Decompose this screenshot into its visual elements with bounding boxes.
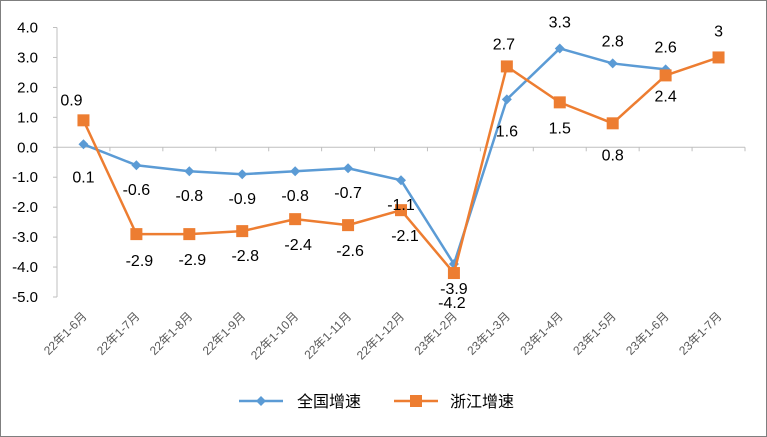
y-tick-label: -3.0	[12, 229, 38, 246]
data-label-series-1: 1.6	[496, 123, 518, 140]
legend-label-1: 全国增速	[297, 393, 361, 411]
data-label-series-1: 3.3	[549, 14, 571, 31]
data-label-series-1: -1.1	[387, 197, 415, 214]
y-tick-label: 4.0	[17, 20, 38, 37]
data-label-series-2: 1.5	[549, 120, 571, 137]
data-label-series-1: -0.6	[123, 182, 151, 199]
series-2-point	[447, 267, 460, 280]
series-2-point	[712, 51, 725, 64]
series-1-point	[290, 166, 301, 177]
series-2-point	[130, 228, 143, 241]
x-tick-label: 23年1-6月	[623, 309, 672, 358]
data-label-series-1: -0.7	[334, 185, 362, 202]
x-tick-label: 23年1-5月	[570, 309, 619, 358]
series-2-point	[659, 69, 672, 82]
data-label-series-2: -2.1	[391, 228, 419, 245]
series-1-point	[131, 160, 142, 171]
series-1-point	[501, 94, 512, 105]
legend-marker-2	[410, 395, 422, 407]
series-2-point	[289, 213, 302, 226]
x-tick-label: 22年1-12月	[354, 309, 407, 362]
x-tick-label: 22年1-6月	[41, 309, 90, 358]
legend-marker-1	[256, 396, 266, 406]
data-label-series-2: -4.2	[438, 295, 466, 312]
x-tick-label: 22年1-9月	[200, 309, 249, 358]
x-tick-label: 22年1-11月	[302, 309, 355, 362]
data-label-series-2: 3	[714, 23, 723, 40]
series-1-point	[607, 58, 618, 69]
legend-label-2: 浙江增速	[450, 393, 514, 411]
y-tick-label: 1.0	[17, 109, 38, 126]
series-1-point	[343, 163, 354, 174]
data-label-series-2: -2.4	[284, 237, 312, 254]
data-label-series-2: -2.8	[231, 248, 259, 265]
y-tick-label: -5.0	[12, 289, 38, 306]
y-tick-label: -1.0	[12, 169, 38, 186]
data-label-series-1: -3.9	[440, 281, 468, 298]
x-tick-label: 22年1-7月	[94, 309, 143, 358]
data-label-series-1: -0.9	[228, 191, 256, 208]
data-label-series-1: 2.6	[654, 39, 676, 56]
data-label-series-1: -0.8	[281, 188, 309, 205]
data-label-series-2: 0.9	[60, 92, 82, 109]
series-2-point	[77, 114, 90, 127]
data-label-series-2: -2.9	[126, 253, 154, 270]
data-label-series-2: 0.8	[602, 147, 624, 164]
x-tick-label: 23年1-2月	[411, 309, 460, 358]
y-tick-label: -4.0	[12, 259, 38, 276]
data-label-series-1: 2.8	[602, 33, 624, 50]
series-2-point	[236, 225, 249, 238]
data-label-series-1: 0.1	[72, 169, 94, 186]
x-tick-label: 22年1-10月	[248, 309, 301, 362]
data-label-series-2: 2.4	[654, 88, 676, 105]
x-tick-label: 23年1-7月	[676, 309, 725, 358]
x-tick-label: 22年1-8月	[147, 309, 196, 358]
data-label-series-2: -2.6	[336, 243, 364, 260]
series-2-point	[606, 117, 619, 130]
series-line-1	[83, 47, 666, 266]
data-label-series-2: 2.7	[493, 36, 515, 53]
x-tick-label: 23年1-3月	[464, 309, 513, 358]
y-tick-label: 2.0	[17, 79, 38, 96]
series-2-point	[342, 219, 355, 232]
series-2-point	[553, 96, 566, 109]
series-1-point	[78, 139, 89, 150]
series-2-point	[183, 228, 196, 241]
y-tick-label: 3.0	[17, 49, 38, 66]
y-tick-label: -2.0	[12, 199, 38, 216]
data-label-series-1: -0.8	[176, 188, 204, 205]
x-tick-label: 23年1-4月	[517, 309, 566, 358]
data-label-series-2: -2.9	[179, 252, 207, 269]
series-1-point	[184, 166, 195, 177]
series-1-point	[396, 175, 406, 186]
series-2-point	[395, 204, 407, 217]
y-tick-label: 0.0	[17, 139, 38, 156]
series-1-point	[554, 43, 565, 54]
series-2-point	[500, 60, 513, 73]
series-1-point	[237, 169, 248, 180]
